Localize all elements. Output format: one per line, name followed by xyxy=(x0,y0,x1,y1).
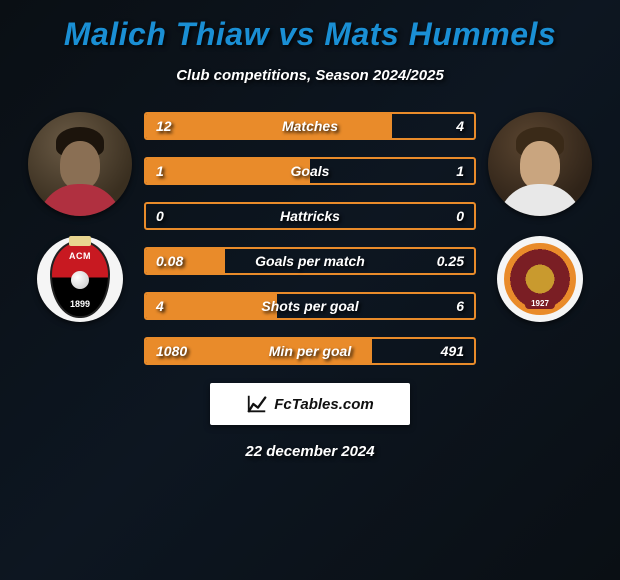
comparison-card: Malich Thiaw vs Mats Hummels Club compet… xyxy=(0,0,620,460)
left-column: ACM 1899 xyxy=(20,112,140,365)
content-row: ACM 1899 12Matches4 1Goals1 0Hattricks0 0.0… xyxy=(0,112,620,365)
stat-bar: 12Matches4 xyxy=(144,112,476,140)
roma-crest: 1927 xyxy=(504,243,576,315)
crest-flag xyxy=(69,236,91,246)
stat-bar: 1Goals1 xyxy=(144,157,476,185)
stat-label: Min per goal xyxy=(146,343,474,359)
crest-ball xyxy=(71,271,89,289)
crest-year: 1899 xyxy=(50,299,110,309)
brand-box[interactable]: FcTables.com xyxy=(210,383,410,425)
page-title: Malich Thiaw vs Mats Hummels xyxy=(0,16,620,53)
right-column: 1927 xyxy=(480,112,600,365)
photo-head-shape xyxy=(60,141,100,189)
stat-label: Shots per goal xyxy=(146,298,474,314)
stat-value-right: 1 xyxy=(456,163,464,179)
photo-head-shape xyxy=(520,141,560,189)
stat-value-right: 0 xyxy=(456,208,464,224)
photo-body-shape xyxy=(498,184,582,216)
chart-icon xyxy=(246,393,268,415)
stat-label: Goals per match xyxy=(146,253,474,269)
player-right-photo xyxy=(488,112,592,216)
stat-bars: 12Matches4 1Goals1 0Hattricks0 0.08Goals pe… xyxy=(140,112,480,365)
stat-bar: 0.08Goals per match0.25 xyxy=(144,247,476,275)
stat-label: Hattricks xyxy=(146,208,474,224)
photo-body-shape xyxy=(38,184,122,216)
crest-year: 1927 xyxy=(525,298,555,309)
brand-text: FcTables.com xyxy=(274,396,373,413)
stat-value-right: 4 xyxy=(456,118,464,134)
stat-label: Goals xyxy=(146,163,474,179)
stat-value-right: 491 xyxy=(441,343,464,359)
stat-bar: 4Shots per goal6 xyxy=(144,292,476,320)
stat-value-right: 6 xyxy=(456,298,464,314)
crest-abbr: ACM xyxy=(50,251,110,261)
stat-bar: 1080Min per goal491 xyxy=(144,337,476,365)
acm-crest: ACM 1899 xyxy=(50,240,110,318)
stat-value-right: 0.25 xyxy=(437,253,464,269)
date-text: 22 december 2024 xyxy=(0,443,620,460)
stat-bar: 0Hattricks0 xyxy=(144,202,476,230)
player-left-photo xyxy=(28,112,132,216)
club-right-badge: 1927 xyxy=(497,236,583,322)
stat-label: Matches xyxy=(146,118,474,134)
club-left-badge: ACM 1899 xyxy=(37,236,123,322)
subtitle: Club competitions, Season 2024/2025 xyxy=(0,67,620,84)
